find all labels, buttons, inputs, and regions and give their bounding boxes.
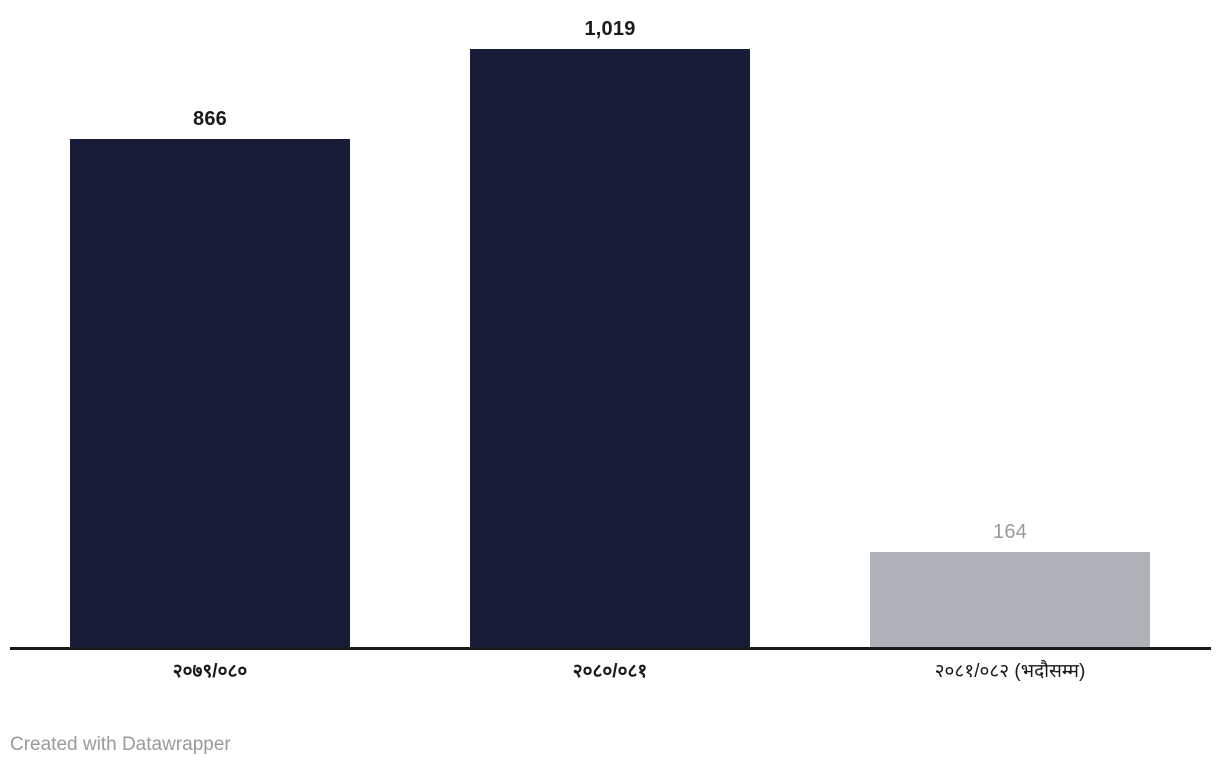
bar [870,552,1150,648]
bar-value-label: 164 [993,521,1027,543]
x-axis-label: २०८१/०८२ (भदौसम्म) [934,661,1086,682]
bar-group: 1,019 [410,0,810,648]
bar [470,49,750,648]
bar-group: 164 [810,0,1210,648]
bar-value-label: 866 [193,108,227,130]
bar [70,139,350,648]
plot-area: 866 1,019 164 [10,0,1210,648]
datawrapper-credit-link[interactable]: Created with Datawrapper [10,734,231,755]
bar-value-label: 1,019 [584,18,636,40]
bar-group: 866 [10,0,410,648]
x-axis-labels: २०७९/०८० २०८०/०८१ २०८१/०८२ (भदौसम्म) [10,658,1210,685]
x-axis-line [10,647,1211,650]
x-axis-label: २०८०/०८१ [572,661,648,682]
x-axis-label: २०७९/०८० [172,661,248,682]
